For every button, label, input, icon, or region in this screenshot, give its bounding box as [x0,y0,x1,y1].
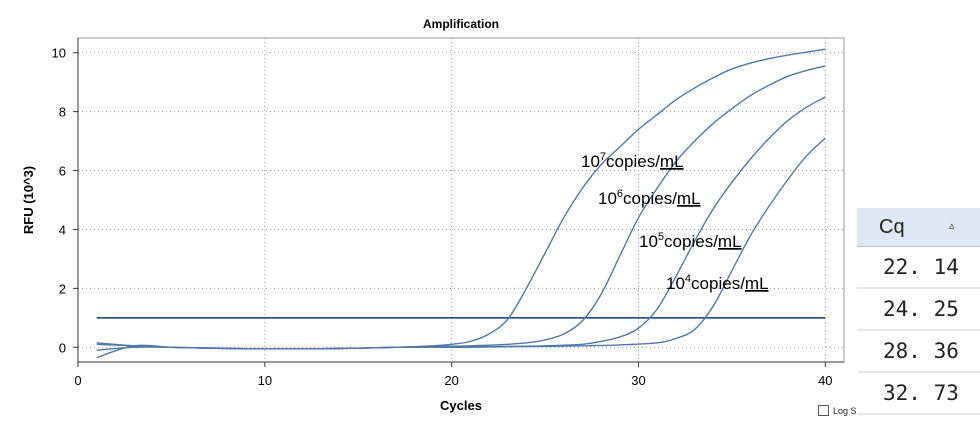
curve-annotation: 105copies/mL [639,231,742,251]
cq-row[interactable]: 28. 36 [857,331,980,373]
cq-row[interactable]: 24. 25 [857,289,980,331]
cq-row[interactable]: 32. 73 [857,373,980,415]
x-tick-label: 20 [444,373,458,388]
cq-value: 24. 25 [883,297,959,321]
cq-header-label: Cq [879,215,905,238]
y-tick-label: 8 [59,105,66,120]
y-tick-label: 2 [59,281,66,296]
x-tick-label: 30 [631,373,645,388]
sort-ascending-icon[interactable]: ▵ [949,219,955,232]
y-tick-label: 4 [59,222,66,237]
x-tick-label: 10 [258,373,272,388]
log-scale-label: Log S [833,405,857,416]
log-scale-checkbox[interactable] [818,405,829,416]
y-axis-label: RFU (10^3) [21,166,36,234]
cq-column-header[interactable]: Cq ▵ [857,208,980,247]
cq-value: 28. 36 [883,339,959,363]
y-tick-label: 10 [52,46,66,61]
x-axis-label: Cycles [440,398,482,413]
x-tick-label: 0 [74,373,81,388]
x-tick-label: 40 [818,373,832,388]
amplification-chart: 0 10 20 30 40 0 2 4 6 8 10 Amplification Cycles RFU (… [21,17,845,413]
log-scale-toggle[interactable]: Log S [818,405,858,416]
curve-annotation: 107copies/mL [581,151,684,171]
curve-annotation: 104copies/mL [666,273,769,293]
cq-row[interactable]: 22. 14 [857,247,980,289]
cq-table: Cq ▵ 22. 14 24. 25 28. 36 32. 73 [857,208,980,415]
y-tick-label: 0 [59,340,66,355]
y-tick-label: 6 [59,164,66,179]
series-line-3 [96,137,826,350]
curve-annotation: 106copies/mL [598,188,701,208]
plot-area [77,37,845,363]
chart-title: Amplification [423,17,499,31]
cq-value: 32. 73 [883,381,959,405]
cq-value: 22. 14 [883,255,959,279]
